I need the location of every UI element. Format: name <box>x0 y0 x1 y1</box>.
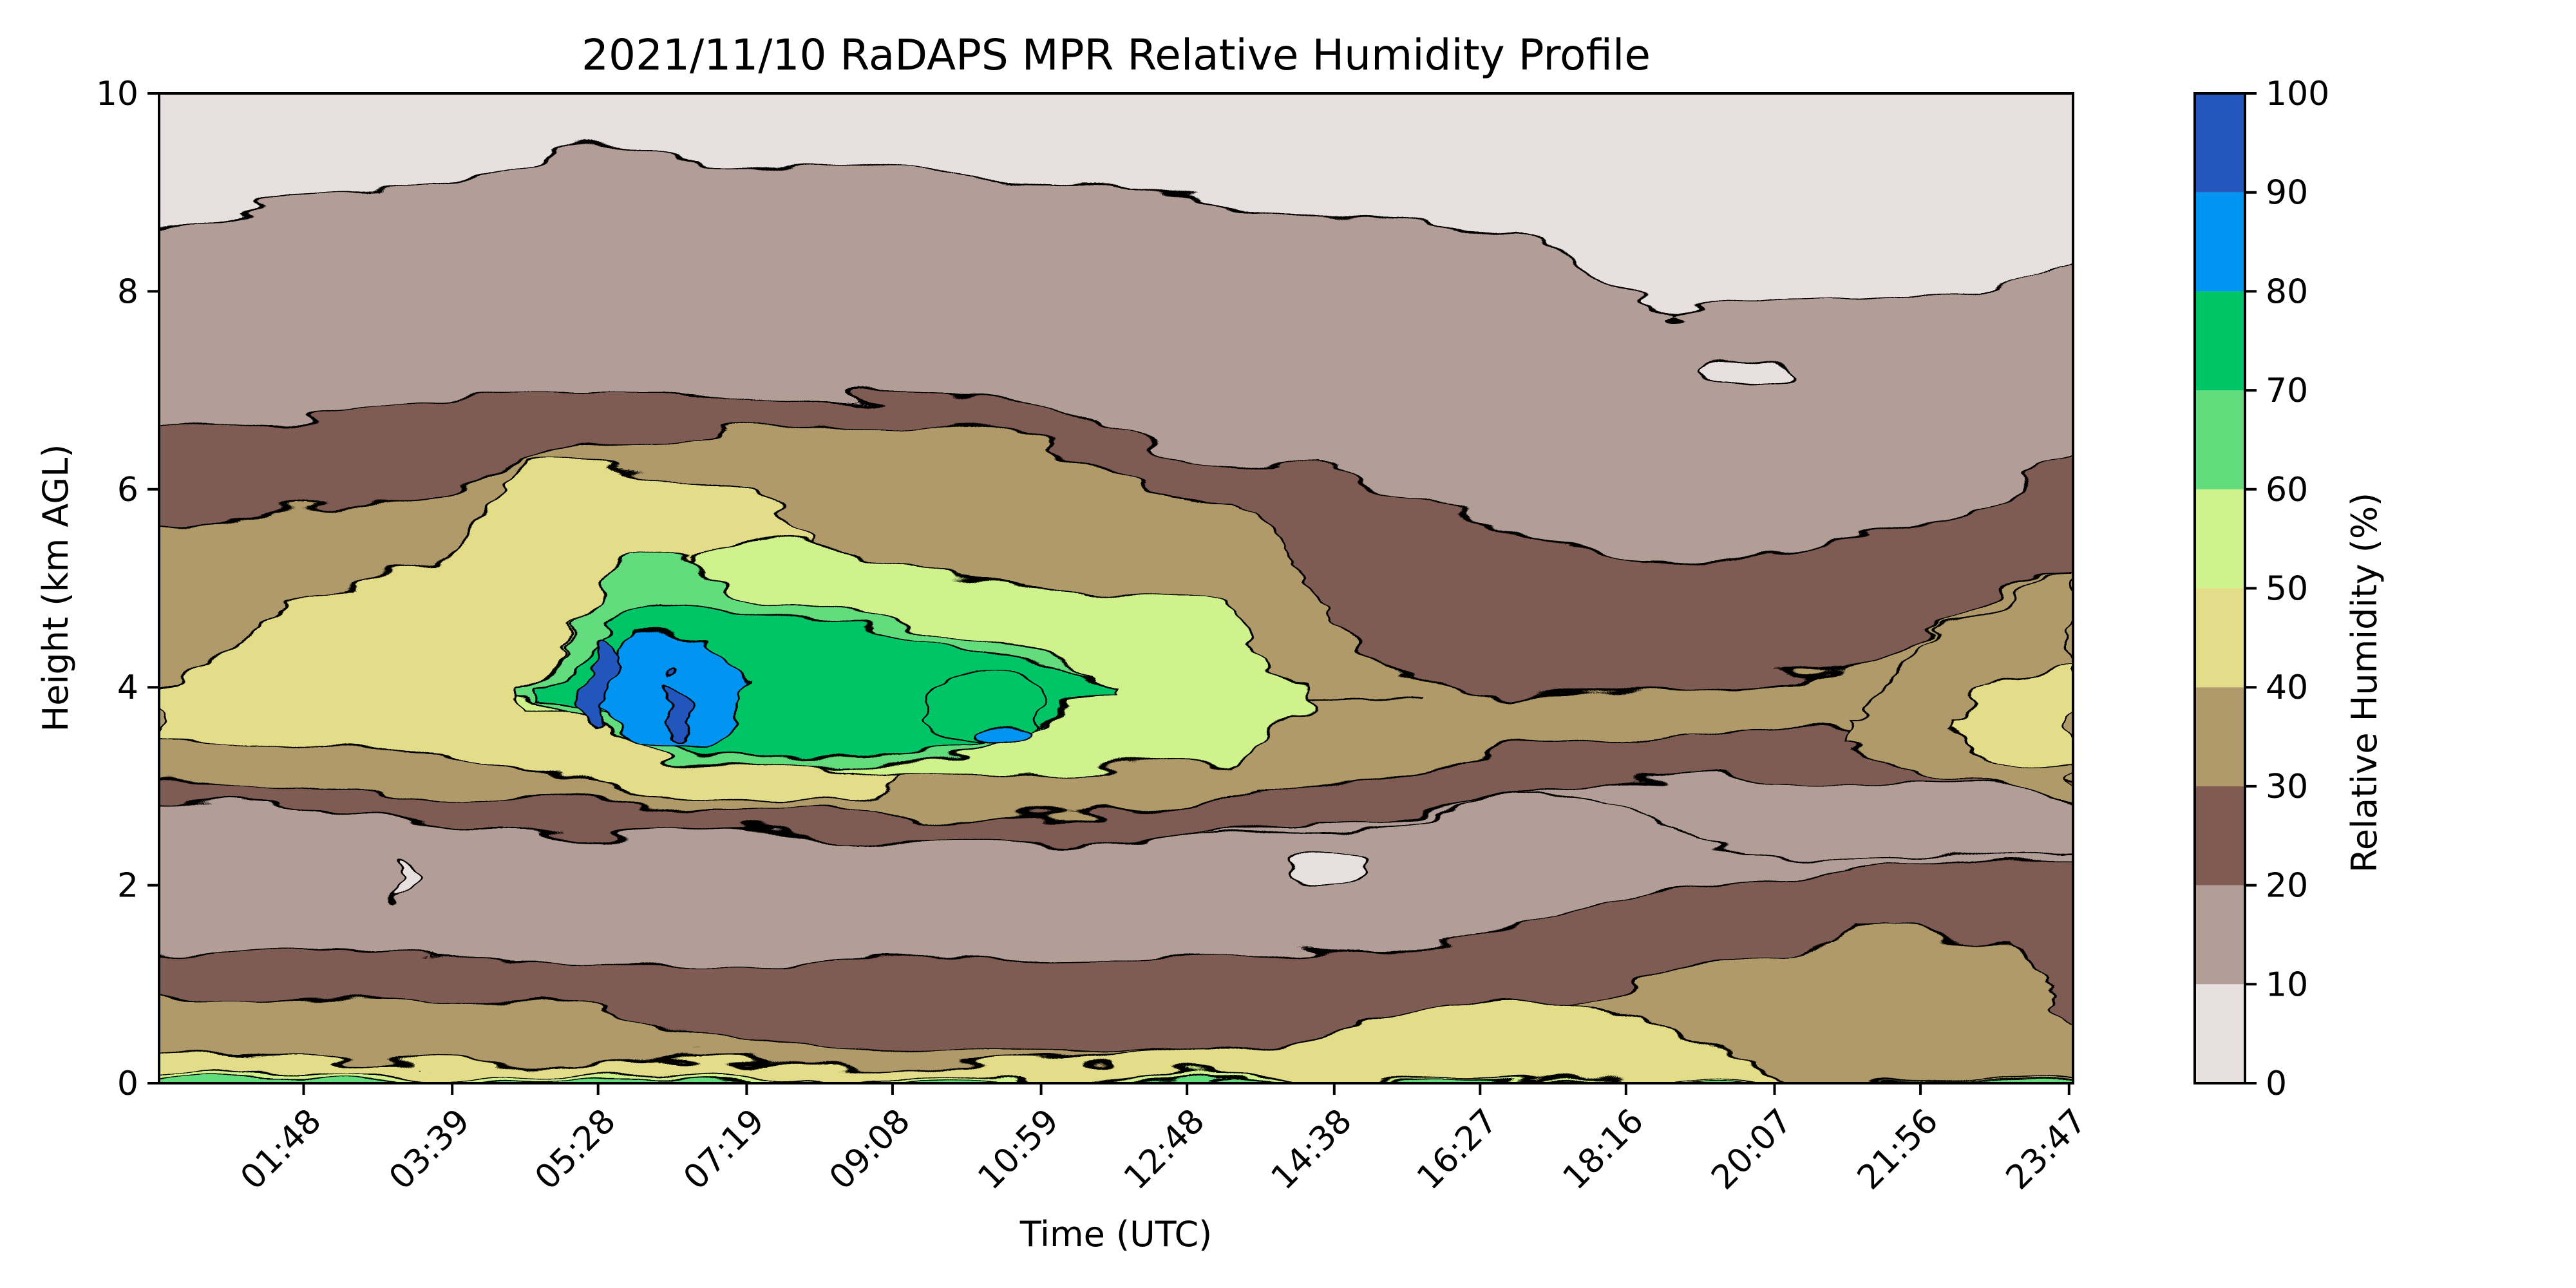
colorbar-label: Relative Humidity (%) <box>2344 493 2385 873</box>
plot-frame <box>158 92 2074 1084</box>
x-tick-label: 18:16 <box>1556 1102 1651 1197</box>
colorbar-swatch <box>2195 489 2245 589</box>
colorbar-swatch <box>2195 687 2245 786</box>
x-tick-label: 14:38 <box>1264 1102 1359 1197</box>
chart-title: 2021/11/10 RaDAPS MPR Relative Humidity … <box>582 30 1651 80</box>
x-tick-label: 03:39 <box>382 1102 477 1197</box>
rh-band-0-10-pocket <box>1290 851 1363 880</box>
colorbar-swatch <box>2195 390 2245 489</box>
colorbar-swatch <box>2195 588 2245 688</box>
x-tick-label: 16:27 <box>1410 1102 1505 1197</box>
colorbar: 0 10 20 30 40 50 60 70 80 90 100 <box>2193 75 2329 1103</box>
colorbar-tick-label: 80 <box>2266 272 2308 311</box>
y-tick-label: 2 <box>117 867 138 905</box>
x-tick-label: 05:28 <box>527 1102 623 1197</box>
rh-band-40-50-late <box>1938 656 2073 768</box>
x-tick-label: 20:07 <box>1704 1102 1799 1197</box>
x-tick-label: 10:59 <box>971 1102 1066 1197</box>
colorbar-swatch <box>2195 984 2245 1083</box>
x-axis: 01:48 03:39 05:28 07:19 09:08 10:59 12:48 14:38… <box>233 1083 2094 1197</box>
x-tick-label: 12:48 <box>1117 1102 1212 1197</box>
y-axis-label: Height (km AGL) <box>35 444 76 732</box>
x-tick-label: 07:19 <box>676 1102 772 1197</box>
colorbar-tick-label: 40 <box>2266 668 2308 707</box>
colorbar-tick-label: 10 <box>2266 965 2308 1004</box>
colorbar-swatch <box>2195 786 2245 886</box>
x-axis-label: Time (UTC) <box>1019 1214 1213 1255</box>
colorbar-swatch <box>2195 885 2245 985</box>
x-tick-label: 09:08 <box>822 1102 918 1197</box>
y-axis: 0 2 4 6 8 10 <box>96 75 159 1103</box>
rh-band-0-10-pocket <box>1698 356 1797 384</box>
y-tick-label: 0 <box>117 1065 138 1103</box>
rh-band-0-10-pocket <box>388 866 408 905</box>
x-tick-label: 21:56 <box>1850 1102 1946 1197</box>
x-tick-label: 01:48 <box>233 1102 328 1197</box>
y-tick-label: 4 <box>117 668 138 707</box>
y-tick-label: 6 <box>117 471 138 509</box>
colorbar-tick-label: 50 <box>2266 570 2308 609</box>
x-tick-label: 23:47 <box>1999 1102 2094 1197</box>
plot-area <box>159 93 2073 1083</box>
colorbar-tick-label: 30 <box>2266 768 2308 806</box>
colorbar-tick-label: 100 <box>2266 75 2329 113</box>
colorbar-tick-label: 70 <box>2266 372 2308 410</box>
colorbar-tick-label: 0 <box>2266 1065 2287 1103</box>
rh-band-90-100-spot <box>664 670 687 744</box>
rh-band-90-100-spot <box>585 641 614 734</box>
rh-band-80-90-patch <box>968 719 1035 744</box>
colorbar-swatch <box>2195 192 2245 292</box>
y-tick-label: 10 <box>96 75 138 113</box>
rh-band-40-50-low <box>159 1003 2073 1083</box>
colorbar-tick-label: 20 <box>2266 867 2308 905</box>
colorbar-tick-label: 90 <box>2266 174 2308 213</box>
colorbar-swatch <box>2195 291 2245 391</box>
colorbar-swatch <box>2195 93 2245 193</box>
y-tick-label: 8 <box>117 272 138 311</box>
colorbar-tick-label: 60 <box>2266 471 2308 509</box>
